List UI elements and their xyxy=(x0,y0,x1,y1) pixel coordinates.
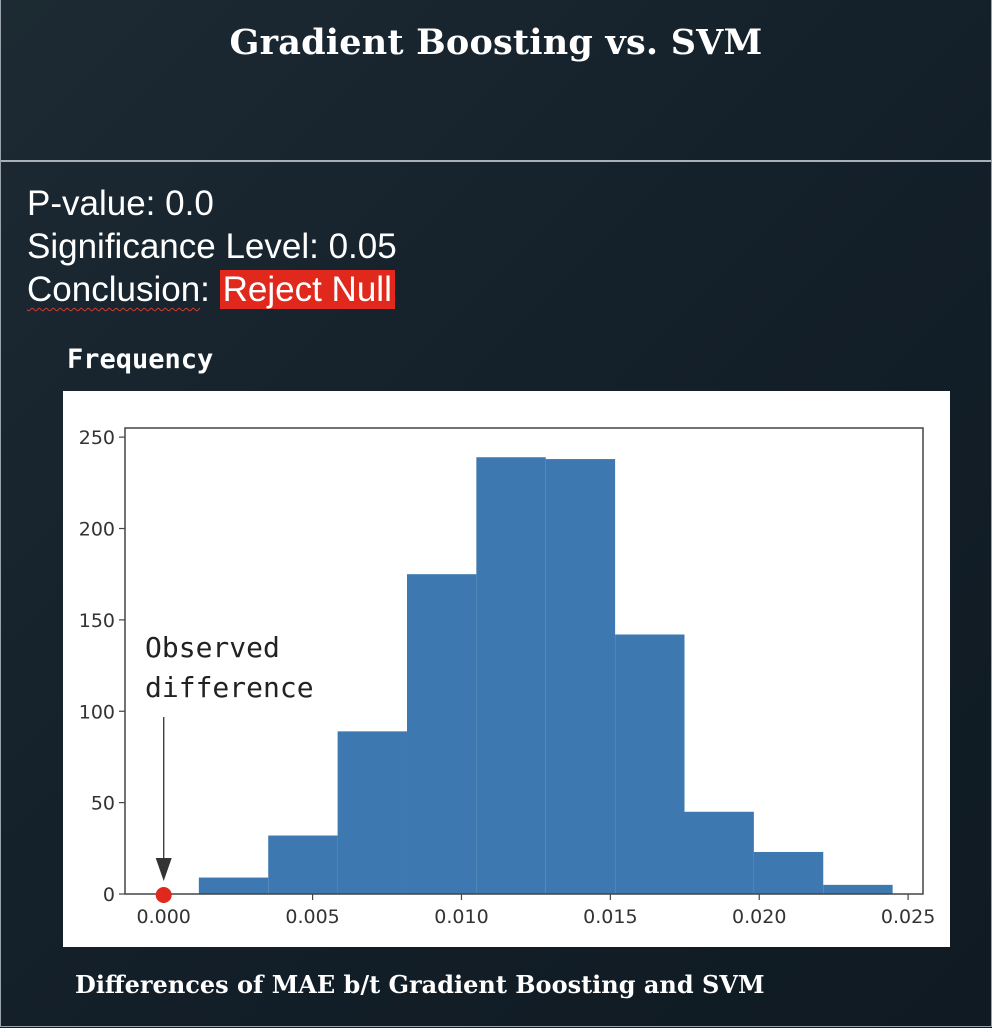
conclusion-badge: Reject Null xyxy=(219,270,395,309)
y-axis-label: Frequency xyxy=(67,344,214,375)
significance-row: Significance Level: 0.05 xyxy=(27,225,397,268)
x-tick-label: 0.020 xyxy=(732,906,786,928)
observed-marker xyxy=(155,887,172,903)
histogram-bar xyxy=(198,877,269,894)
significance-value: 0.05 xyxy=(328,227,397,266)
histogram-bar xyxy=(753,851,824,894)
y-tick-label: 0 xyxy=(103,884,115,906)
histogram-panel: 0 50 100 150 200 250 0.000 0.005 0.010 0.015 0.020… xyxy=(63,391,950,947)
slide-title: Gradient Boosting vs. SVM xyxy=(229,22,763,63)
histogram-bar xyxy=(684,811,754,894)
histogram-bar xyxy=(823,884,893,894)
x-tick-label: 0.025 xyxy=(881,906,935,928)
histogram-bar xyxy=(406,574,477,894)
conclusion-separator: : xyxy=(200,270,210,309)
significance-label: Significance Level: xyxy=(27,227,319,266)
pvalue-row: P-value: 0.0 xyxy=(27,182,397,225)
x-tick-label: 0.015 xyxy=(583,906,637,928)
y-tick-label: 100 xyxy=(79,701,115,723)
observed-arrow-head xyxy=(155,858,172,881)
y-tick-label: 50 xyxy=(91,793,115,815)
observed-label-line2: difference xyxy=(145,671,314,704)
histogram-bar xyxy=(545,459,616,894)
histogram-bar xyxy=(615,634,685,894)
histogram-bar xyxy=(476,457,546,894)
y-tick-label: 200 xyxy=(79,519,115,541)
plot-frame xyxy=(124,427,924,895)
x-tick-label: 0.010 xyxy=(434,906,488,928)
test-summary: P-value: 0.0 Significance Level: 0.05 Co… xyxy=(27,182,397,311)
histogram-chart: 0 50 100 150 200 250 0.000 0.005 0.010 0.015 0.020… xyxy=(79,427,936,928)
conclusion-label: Conclusion xyxy=(27,270,201,309)
observed-label-line1: Observed xyxy=(145,631,280,664)
x-axis-caption: Differences of MAE b/t Gradient Boosting… xyxy=(75,970,765,999)
x-tick-label: 0.000 xyxy=(137,906,191,928)
pvalue-label: P-value: xyxy=(27,184,156,223)
y-tick-label: 250 xyxy=(79,427,115,449)
x-tick-label: 0.005 xyxy=(285,906,339,928)
y-tick-label: 150 xyxy=(79,610,115,632)
histogram-bar xyxy=(268,835,338,894)
title-divider xyxy=(1,160,991,162)
conclusion-row: Conclusion: Reject Null xyxy=(27,268,397,311)
histogram-bar xyxy=(337,731,407,894)
pvalue-value: 0.0 xyxy=(165,184,214,223)
